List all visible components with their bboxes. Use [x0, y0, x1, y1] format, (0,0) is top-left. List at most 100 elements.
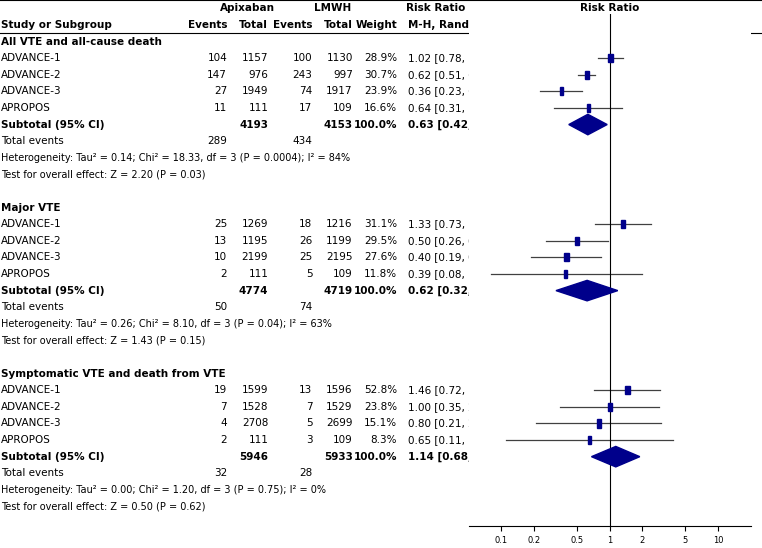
- Text: 23.9%: 23.9%: [364, 87, 397, 96]
- Text: 109: 109: [333, 435, 353, 445]
- Text: ADVANCE-2: ADVANCE-2: [1, 70, 62, 79]
- Text: All VTE and all-cause death: All VTE and all-cause death: [1, 37, 162, 47]
- Text: 109: 109: [333, 269, 353, 279]
- Bar: [587, 104, 591, 112]
- Text: 13: 13: [299, 385, 312, 395]
- Text: APROPOS: APROPOS: [1, 269, 50, 279]
- Text: Symptomatic VTE and death from VTE: Symptomatic VTE and death from VTE: [1, 369, 226, 379]
- Text: Subtotal (95% CI): Subtotal (95% CI): [1, 286, 104, 295]
- Text: 0.50 [0.26, 0.97]: 0.50 [0.26, 0.97]: [408, 236, 495, 246]
- Text: 1.00 [0.35, 2.85]: 1.00 [0.35, 2.85]: [408, 402, 495, 412]
- Text: ADVANCE-1: ADVANCE-1: [1, 53, 62, 63]
- Text: 100.0%: 100.0%: [354, 452, 397, 461]
- Text: 976: 976: [248, 70, 268, 79]
- Text: 8.3%: 8.3%: [370, 435, 397, 445]
- Text: 27.6%: 27.6%: [364, 253, 397, 262]
- Text: Heterogeneity: Tau² = 0.00; Chi² = 1.20, df = 3 (P = 0.75); I² = 0%: Heterogeneity: Tau² = 0.00; Chi² = 1.20,…: [1, 485, 326, 495]
- Text: 2708: 2708: [242, 419, 268, 429]
- Text: 111: 111: [248, 435, 268, 445]
- Text: 1.02 [0.78, 1.32]: 1.02 [0.78, 1.32]: [408, 53, 495, 63]
- Text: APROPOS: APROPOS: [1, 103, 50, 113]
- Text: 5: 5: [306, 419, 312, 429]
- Text: 74: 74: [299, 302, 312, 312]
- Text: Weight: Weight: [355, 20, 397, 30]
- Text: 11: 11: [214, 103, 227, 113]
- Text: ADVANCE-2: ADVANCE-2: [1, 236, 62, 246]
- Text: 111: 111: [248, 269, 268, 279]
- Text: 1199: 1199: [326, 236, 353, 246]
- Text: 29.5%: 29.5%: [364, 236, 397, 246]
- Text: ADVANCE-3: ADVANCE-3: [1, 419, 62, 429]
- Text: 4: 4: [220, 419, 227, 429]
- Text: 18: 18: [299, 219, 312, 229]
- Text: 1.46 [0.72, 2.94]: 1.46 [0.72, 2.94]: [408, 385, 495, 395]
- Bar: [608, 54, 613, 62]
- Text: 1599: 1599: [242, 385, 268, 395]
- Text: 19: 19: [214, 385, 227, 395]
- Text: Total: Total: [324, 20, 353, 30]
- Text: 997: 997: [333, 70, 353, 79]
- Text: 5: 5: [306, 269, 312, 279]
- Text: 26: 26: [299, 236, 312, 246]
- Text: 16.6%: 16.6%: [364, 103, 397, 113]
- Text: 11.8%: 11.8%: [364, 269, 397, 279]
- Text: 7: 7: [220, 402, 227, 412]
- Text: 0.80 [0.21, 2.97]: 0.80 [0.21, 2.97]: [408, 419, 495, 429]
- Text: Events: Events: [273, 20, 312, 30]
- Text: 4774: 4774: [239, 286, 268, 295]
- Text: 31.1%: 31.1%: [364, 219, 397, 229]
- Text: M-H, Random, 95% CI: M-H, Random, 95% CI: [408, 20, 534, 30]
- Text: ADVANCE-3: ADVANCE-3: [1, 87, 62, 96]
- Text: 4719: 4719: [324, 286, 353, 295]
- Text: Events: Events: [187, 20, 227, 30]
- Text: 30.7%: 30.7%: [364, 70, 397, 79]
- Bar: [621, 220, 625, 229]
- Text: 28: 28: [299, 469, 312, 478]
- Text: 50: 50: [214, 302, 227, 312]
- Text: 147: 147: [207, 70, 227, 79]
- Text: ADVANCE-1: ADVANCE-1: [1, 385, 62, 395]
- Text: ADVANCE-2: ADVANCE-2: [1, 402, 62, 412]
- Text: 0.63 [0.42, 0.95]: 0.63 [0.42, 0.95]: [408, 119, 506, 130]
- Text: 0.39 [0.08, 1.98]: 0.39 [0.08, 1.98]: [408, 269, 495, 279]
- Text: ADVANCE-1: ADVANCE-1: [1, 219, 62, 229]
- Text: 5933: 5933: [324, 452, 353, 461]
- Text: 32: 32: [214, 469, 227, 478]
- Text: APROPOS: APROPOS: [1, 435, 50, 445]
- Text: Major VTE: Major VTE: [1, 203, 60, 213]
- Text: 5946: 5946: [239, 452, 268, 461]
- Text: M-H, Random, 95% CI: M-H, Random, 95% CI: [546, 20, 673, 30]
- Text: 2199: 2199: [242, 253, 268, 262]
- Text: LMWH: LMWH: [314, 3, 351, 13]
- Text: 0.36 [0.23, 0.56]: 0.36 [0.23, 0.56]: [408, 87, 495, 96]
- Text: 109: 109: [333, 103, 353, 113]
- Text: 1529: 1529: [326, 402, 353, 412]
- Text: 111: 111: [248, 103, 268, 113]
- Text: 28.9%: 28.9%: [364, 53, 397, 63]
- Text: 243: 243: [293, 70, 312, 79]
- Bar: [588, 436, 591, 444]
- Bar: [607, 403, 612, 411]
- Text: 74: 74: [299, 87, 312, 96]
- Bar: [585, 71, 589, 79]
- Text: Total events: Total events: [1, 302, 63, 312]
- Text: 100.0%: 100.0%: [354, 119, 397, 129]
- Text: 1528: 1528: [242, 402, 268, 412]
- Text: Apixaban: Apixaban: [220, 3, 275, 13]
- Text: 0.62 [0.32, 1.19]: 0.62 [0.32, 1.19]: [408, 286, 505, 296]
- Text: 104: 104: [207, 53, 227, 63]
- Text: 1.14 [0.68, 1.90]: 1.14 [0.68, 1.90]: [408, 452, 506, 462]
- Text: 17: 17: [299, 103, 312, 113]
- Text: 434: 434: [293, 136, 312, 146]
- Text: 7: 7: [306, 402, 312, 412]
- Text: Heterogeneity: Tau² = 0.14; Chi² = 18.33, df = 3 (P = 0.0004); I² = 84%: Heterogeneity: Tau² = 0.14; Chi² = 18.33…: [1, 153, 350, 163]
- Bar: [565, 253, 568, 261]
- Text: 1195: 1195: [242, 236, 268, 246]
- Text: 100: 100: [293, 53, 312, 63]
- Text: Total events: Total events: [1, 469, 63, 478]
- Bar: [625, 386, 630, 395]
- Text: Test for overall effect: Z = 0.50 (P = 0.62): Test for overall effect: Z = 0.50 (P = 0…: [1, 501, 205, 511]
- Text: Risk Ratio: Risk Ratio: [580, 3, 639, 13]
- Text: 0.62 [0.51, 0.74]: 0.62 [0.51, 0.74]: [408, 70, 495, 79]
- Text: 1269: 1269: [242, 219, 268, 229]
